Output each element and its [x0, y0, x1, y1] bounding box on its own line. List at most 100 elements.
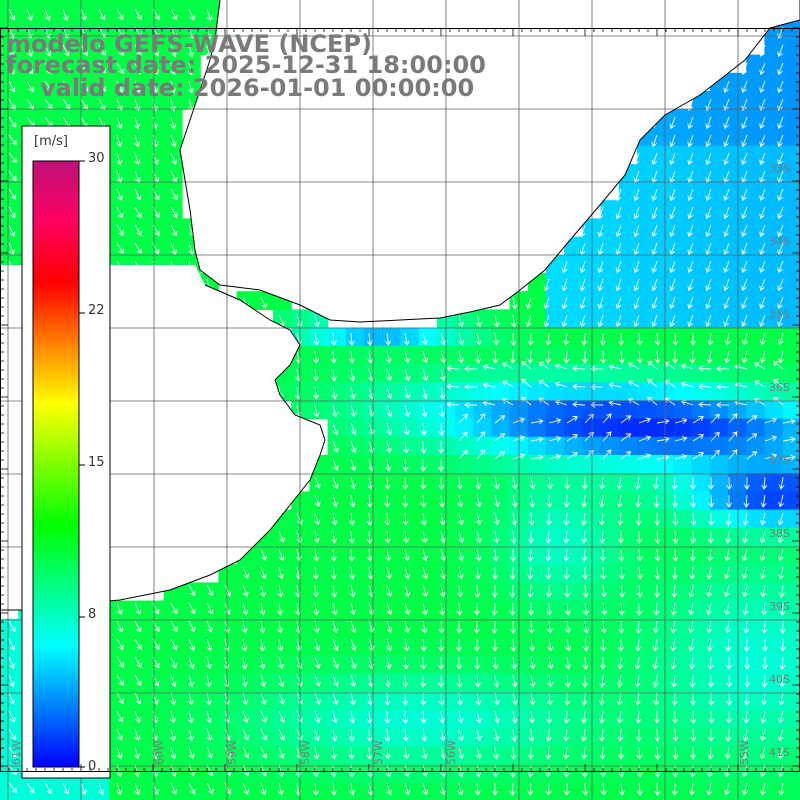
wind-arrow: [332, 620, 339, 634]
speed-cell: [0, 673, 19, 693]
speed-cell: [382, 382, 401, 401]
speed-cell: [728, 200, 747, 219]
wind-arrow: [313, 530, 320, 544]
speed-cell: [746, 400, 765, 420]
wind-arrow: [458, 764, 464, 778]
wind-arrow: [384, 728, 391, 742]
wind-arrow: [724, 548, 731, 562]
speed-cell: [746, 473, 765, 492]
wind-arrow: [386, 422, 393, 436]
wind-arrow: [330, 782, 337, 796]
speed-cell: [418, 655, 438, 674]
speed-cell: [618, 673, 638, 693]
wind-arrow: [525, 314, 532, 328]
speed-cell: [109, 746, 128, 765]
wind-arrow: [708, 494, 715, 508]
wind-arrow: [530, 418, 544, 425]
wind-arrow: [475, 332, 482, 346]
speed-cell: [309, 527, 329, 547]
speed-cell: [345, 746, 365, 765]
wind-arrow: [348, 746, 355, 760]
wind-arrow: [753, 398, 766, 406]
wind-arrow: [420, 440, 427, 454]
wind-arrow: [170, 224, 178, 237]
speed-cell: [728, 418, 747, 438]
speed-cell: [637, 600, 656, 620]
wind-arrow: [458, 530, 465, 544]
wind-arrow: [598, 512, 605, 526]
speed-cell: [746, 127, 765, 147]
wind-arrow: [188, 584, 196, 597]
wind-arrow: [636, 584, 643, 598]
wind-arrow: [653, 476, 659, 490]
wind-arrow: [493, 494, 500, 508]
speed-cell: [291, 309, 310, 329]
wind-arrow: [618, 620, 625, 634]
speed-cell: [345, 345, 365, 365]
wind-arrow: [581, 332, 588, 346]
wind-arrow: [8, 674, 15, 687]
wind-arrow: [741, 548, 748, 562]
speed-cell: [327, 546, 347, 565]
speed-cell: [91, 782, 110, 800]
speed-cell: [163, 218, 183, 238]
speed-cell: [473, 364, 492, 383]
wind-arrow: [670, 602, 677, 616]
wind-arrow: [134, 260, 142, 273]
wind-arrow: [690, 494, 697, 508]
wind-arrow: [188, 638, 195, 651]
wind-arrow: [476, 449, 486, 460]
wind-arrow: [296, 728, 303, 742]
wind-arrow: [778, 584, 785, 598]
wind-arrow: [652, 638, 659, 652]
wind-arrow: [706, 782, 713, 796]
wind-arrow: [581, 746, 588, 760]
lon-label: 58W: [299, 740, 312, 765]
wind-arrow: [654, 746, 661, 760]
speed-cell: [36, 0, 56, 19]
speed-cell: [145, 637, 165, 656]
speed-cell: [473, 345, 492, 365]
wind-arrow: [753, 362, 766, 370]
wind-arrow: [475, 350, 482, 364]
speed-cell: [728, 436, 747, 456]
wind-arrow: [134, 242, 142, 255]
wind-arrow: [546, 692, 553, 706]
wind-arrow: [134, 764, 141, 778]
wind-arrow: [492, 566, 499, 580]
speed-cell: [0, 637, 19, 656]
speed-cell: [746, 655, 765, 674]
speed-cell: [145, 36, 165, 56]
wind-arrow: [761, 476, 768, 490]
wind-arrow: [760, 728, 766, 742]
wind-arrow: [777, 548, 784, 562]
wind-arrow: [404, 368, 411, 382]
speed-cell: [327, 582, 347, 602]
wind-arrow: [620, 451, 632, 460]
wind-arrow: [8, 782, 17, 794]
speed-cell: [546, 764, 565, 784]
wind-arrow: [242, 710, 249, 723]
speed-cell: [564, 564, 583, 583]
speed-cell: [746, 509, 765, 529]
speed-cell: [600, 364, 620, 383]
speed-cell: [491, 418, 511, 438]
speed-cell: [400, 564, 420, 583]
speed-cell: [564, 382, 583, 401]
wind-arrow: [687, 260, 694, 274]
speed-cell: [728, 91, 747, 110]
speed-cell: [327, 600, 347, 620]
wind-arrow: [170, 764, 177, 778]
wind-arrow: [278, 764, 285, 778]
wind-arrow: [384, 512, 391, 526]
speed-cell: [746, 163, 765, 183]
wind-arrow: [723, 278, 730, 291]
speed-cell: [673, 655, 693, 674]
speed-cell: [600, 491, 620, 511]
wind-arrow: [599, 728, 606, 742]
speed-cell: [345, 509, 365, 529]
speed-cell: [600, 618, 620, 638]
wind-arrow: [582, 656, 589, 670]
speed-cell: [254, 582, 274, 602]
speed-cell: [782, 582, 800, 602]
